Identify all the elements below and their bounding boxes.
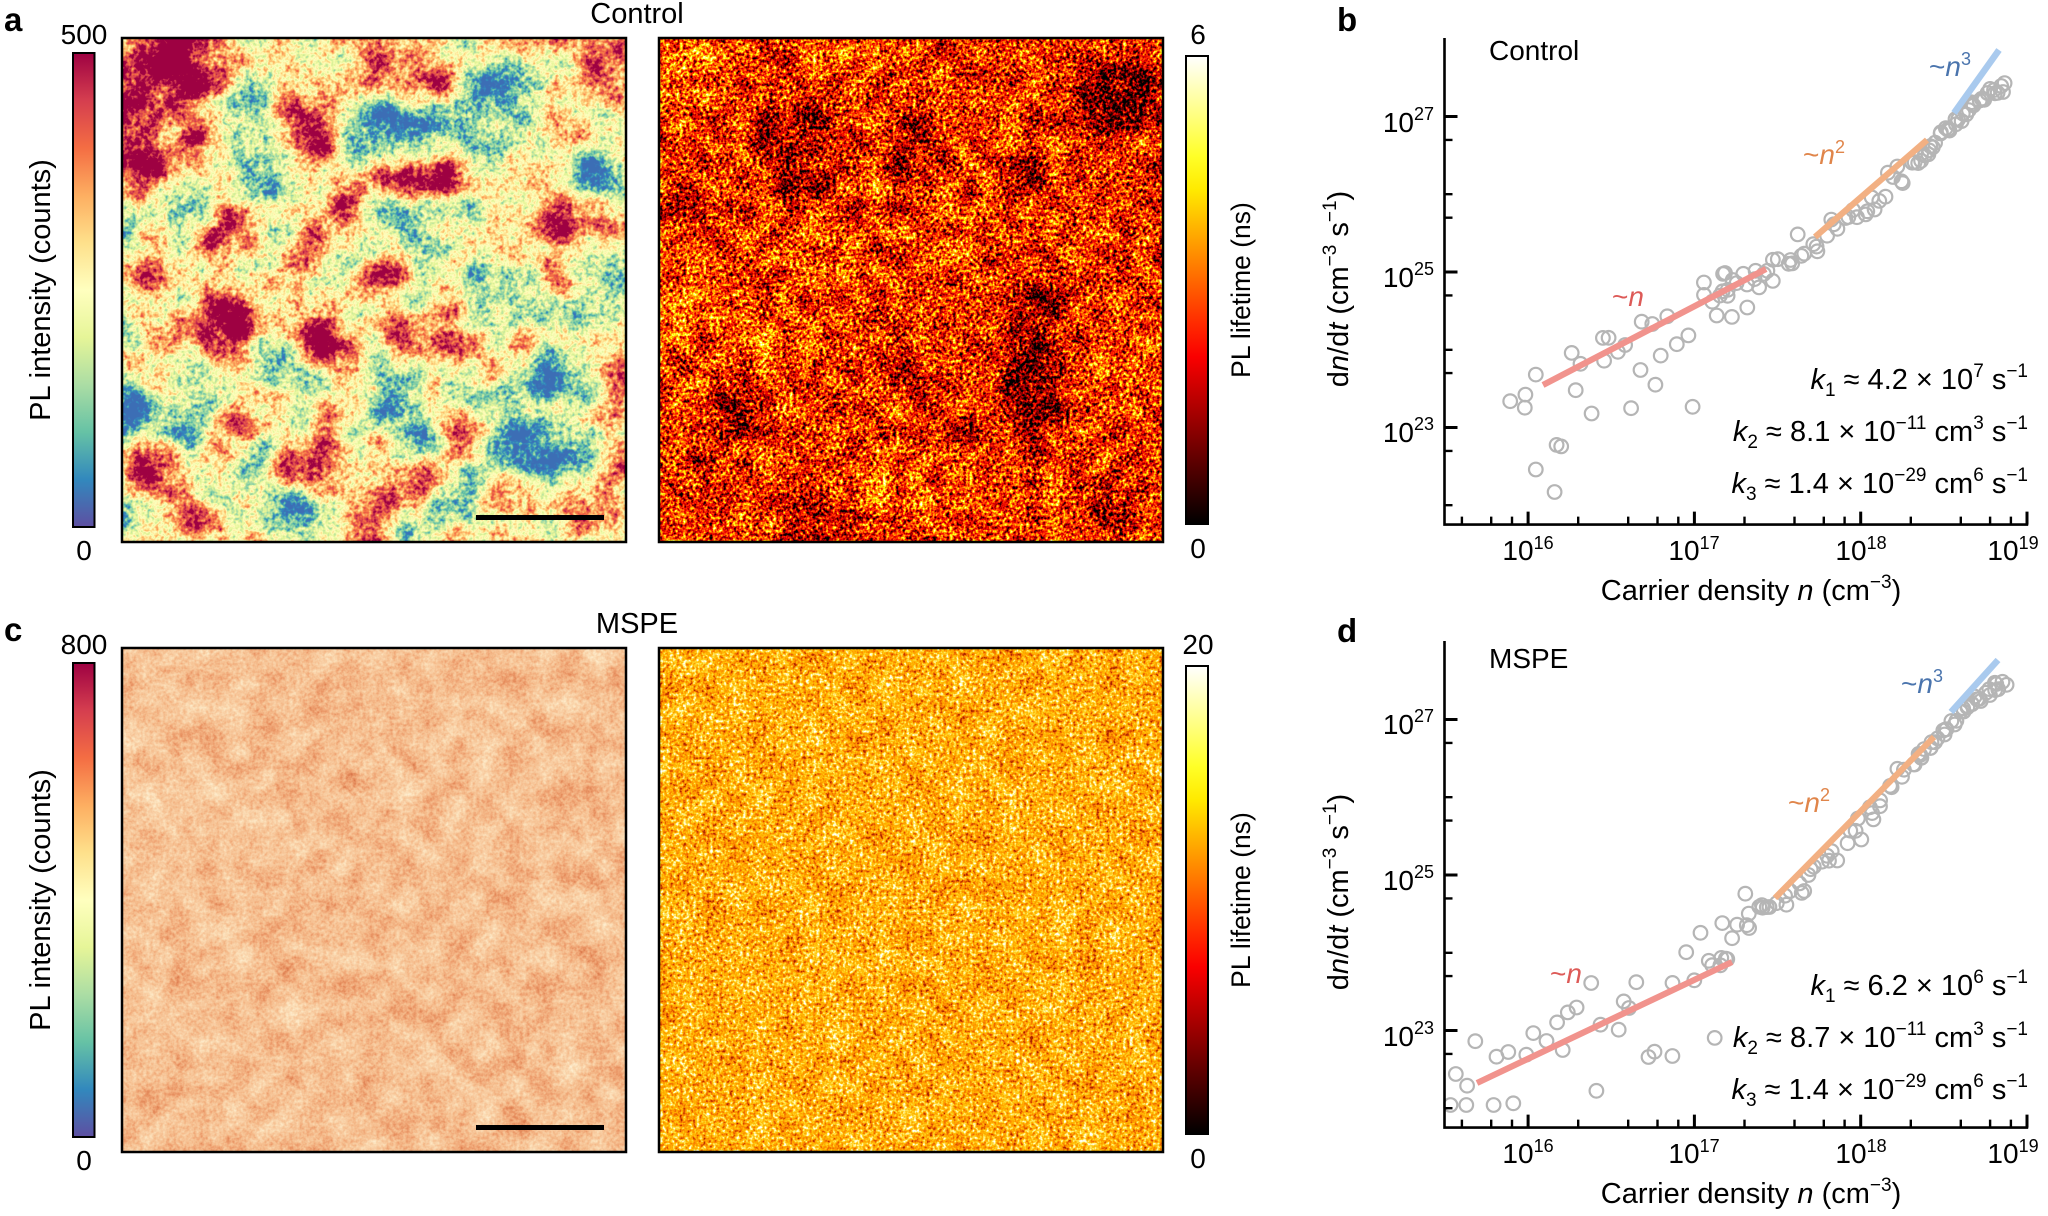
svg-text:1027: 1027 (1383, 104, 1434, 138)
svg-text:k2 ≈ 8.7 × 10−11 cm3 s−1: k2 ≈ 8.7 × 10−11 cm3 s−1 (1733, 1019, 2028, 1059)
svg-text:1025: 1025 (1383, 862, 1434, 896)
svg-text:k2 ≈ 8.1 × 10−11 cm3 s−1: k2 ≈ 8.1 × 10−11 cm3 s−1 (1733, 413, 2028, 453)
svg-text:20: 20 (1182, 629, 1213, 660)
svg-text:6: 6 (1190, 19, 1206, 50)
svg-text:800: 800 (61, 629, 108, 660)
svg-text:~n: ~n (1550, 958, 1582, 989)
svg-text:1018: 1018 (1835, 1136, 1886, 1169)
svg-text:c: c (4, 611, 22, 648)
svg-text:a: a (4, 1, 23, 38)
svg-text:k1 ≈ 4.2 × 107 s−1: k1 ≈ 4.2 × 107 s−1 (1810, 361, 2028, 401)
svg-text:500: 500 (61, 19, 108, 50)
svg-text:~n: ~n (1612, 281, 1644, 312)
svg-text:k3 ≈ 1.4 × 10−29 cm6 s−1: k3 ≈ 1.4 × 10−29 cm6 s−1 (1732, 465, 2029, 505)
svg-text:k3 ≈ 1.4 × 10−29 cm6 s−1: k3 ≈ 1.4 × 10−29 cm6 s−1 (1732, 1071, 2029, 1111)
svg-text:0: 0 (76, 1145, 92, 1176)
svg-text:PL intensity (counts): PL intensity (counts) (25, 769, 57, 1031)
svg-text:k1 ≈ 6.2 × 106 s−1: k1 ≈ 6.2 × 106 s−1 (1810, 967, 2028, 1007)
svg-text:1023: 1023 (1383, 414, 1434, 448)
svg-text:Carrier density n (cm−3): Carrier density n (cm−3) (1601, 1175, 1901, 1210)
svg-text:PL intensity (counts): PL intensity (counts) (25, 159, 57, 421)
svg-text:Carrier density n (cm−3): Carrier density n (cm−3) (1601, 572, 1901, 607)
svg-text:dn/dt (cm−3 s−1): dn/dt (cm−3 s−1) (1320, 794, 1355, 990)
svg-text:Control: Control (590, 0, 684, 30)
svg-text:~n2: ~n2 (1803, 137, 1845, 170)
svg-text:PL lifetime (ns): PL lifetime (ns) (1226, 202, 1256, 378)
svg-text:d: d (1337, 612, 1357, 649)
svg-text:b: b (1337, 1, 1357, 38)
svg-text:Control: Control (1489, 35, 1579, 66)
svg-text:MSPE: MSPE (596, 608, 678, 640)
svg-text:0: 0 (1190, 533, 1206, 564)
svg-text:PL lifetime (ns): PL lifetime (ns) (1226, 812, 1256, 988)
svg-text:dn/dt (cm−3 s−1): dn/dt (cm−3 s−1) (1320, 191, 1355, 387)
svg-text:0: 0 (1190, 1143, 1206, 1174)
svg-text:1016: 1016 (1502, 533, 1553, 566)
svg-text:0: 0 (76, 535, 92, 566)
svg-text:MSPE: MSPE (1489, 643, 1568, 674)
